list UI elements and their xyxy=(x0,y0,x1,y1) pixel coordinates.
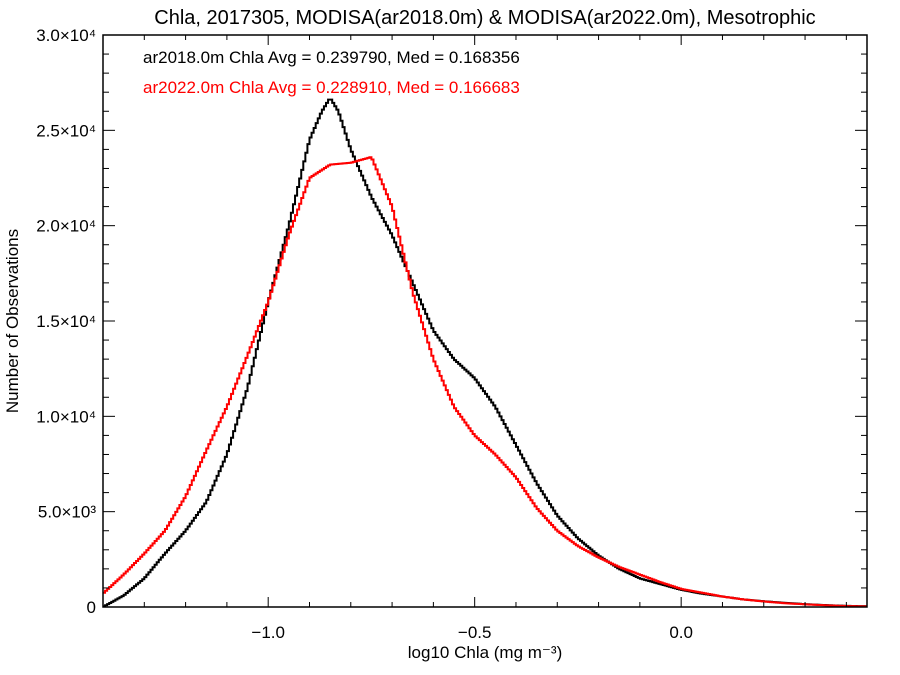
plot-frame xyxy=(102,34,868,608)
x-axis-label: log10 Chla (mg m⁻³) xyxy=(408,643,562,662)
series-line-1 xyxy=(103,156,867,608)
x-tick-label: −0.5 xyxy=(458,623,492,642)
y-tick-label: 2.0×10⁴ xyxy=(36,217,96,236)
y-tick-label: 5.0×10³ xyxy=(38,503,96,522)
x-tick-label: 0.0 xyxy=(669,623,693,642)
y-tick-label: 3.0×10⁴ xyxy=(36,26,96,45)
y-tick-label: 0 xyxy=(87,598,96,617)
y-axis-label: Number of Observations xyxy=(3,229,22,413)
annotation-ar2022: ar2022.0m Chla Avg = 0.228910, Med = 0.1… xyxy=(143,78,520,97)
annotation-ar2018: ar2018.0m Chla Avg = 0.239790, Med = 0.1… xyxy=(143,48,520,67)
axis-ticks: −1.0 −0.5 0.0 0 5.0×10³ 1.0×10⁴ 1.5×10⁴ 2.0×10⁴… xyxy=(36,26,867,642)
chart-title: Chla, 2017305, MODISA(ar2018.0m) & MODIS… xyxy=(154,7,815,29)
series-line-0 xyxy=(103,98,867,608)
y-tick-label: 1.5×10⁴ xyxy=(36,312,96,331)
y-tick-label: 2.5×10⁴ xyxy=(36,121,96,140)
y-tick-label: 1.0×10⁴ xyxy=(36,407,96,426)
plot-area xyxy=(103,98,867,608)
x-tick-label: −1.0 xyxy=(251,623,285,642)
